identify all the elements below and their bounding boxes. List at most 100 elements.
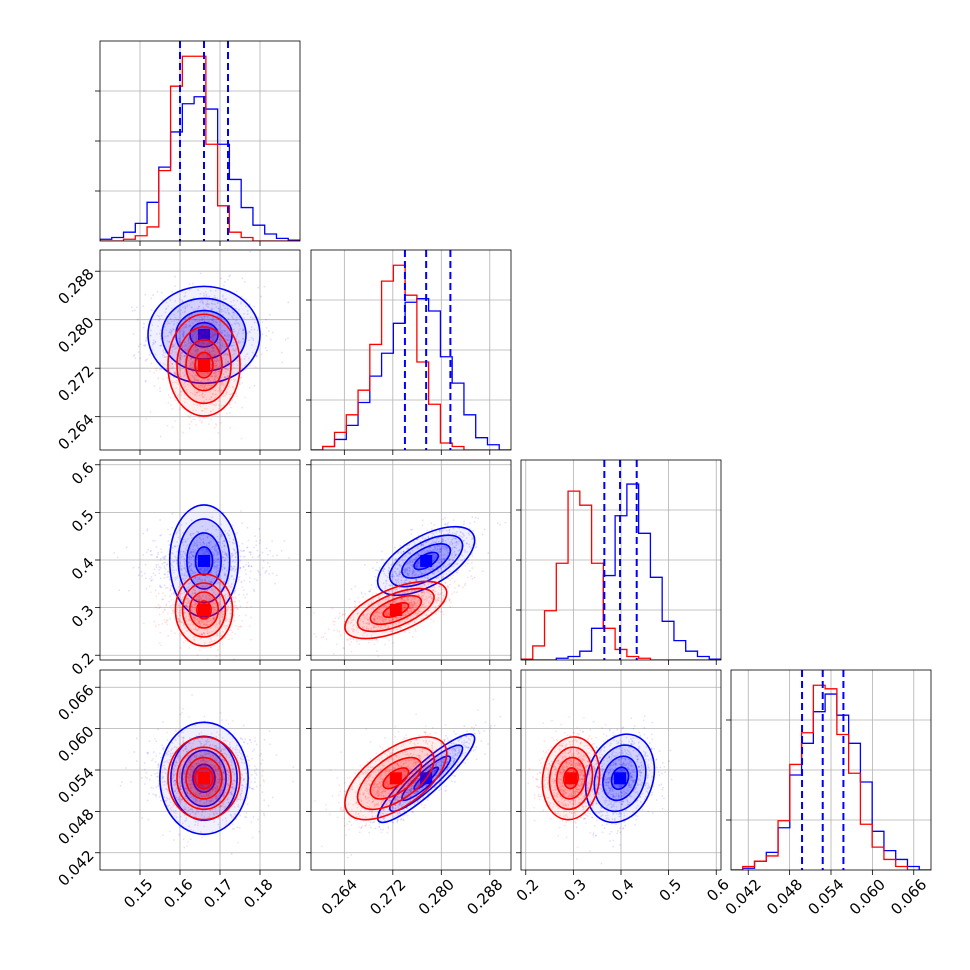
scatter-point [190,357,193,360]
scatter-point [199,537,201,540]
scatter-point [222,310,225,312]
scatter-point [191,360,194,363]
scatter-point [223,540,226,543]
scatter-point [184,577,187,580]
scatter-point [218,528,221,531]
scatter-point [219,620,222,623]
scatter-point [196,316,199,318]
scatter-point [224,330,226,333]
scatter-point [160,534,163,536]
scatter-point [200,585,203,588]
scatter-point [171,343,174,345]
scatter-point [205,548,208,551]
scatter-point [189,362,192,365]
scatter-point [203,633,206,636]
scatter-point [373,643,376,646]
scatter-point [228,313,231,316]
scatter-point [221,565,224,568]
scatter-point [227,354,230,357]
scatter-point [178,595,181,598]
scatter-point [400,626,403,629]
scatter-point [198,578,201,581]
scatter-point [264,346,267,349]
scatter-point [197,336,200,339]
scatter-point [194,609,197,612]
scatter-point [235,624,238,627]
scatter-point [248,625,251,628]
scatter-point [477,517,480,520]
scatter-point [190,358,192,361]
scatter-point [376,614,379,616]
scatter-point [203,543,206,545]
scatter-point [457,569,459,572]
scatter-point [266,553,269,556]
scatter-point [192,356,195,359]
scatter-point [190,605,193,608]
scatter-point [169,332,172,335]
scatter-point [215,568,218,571]
scatter-point [214,332,217,334]
scatter-point [246,526,249,529]
scatter-point [209,410,212,413]
scatter-point [167,401,170,404]
scatter-point [461,554,464,557]
scatter-point [233,570,236,572]
scatter-point [234,596,237,599]
scatter-point [186,623,189,626]
scatter-point [211,612,214,615]
scatter-point [135,306,138,309]
scatter-point [231,595,234,598]
density-peak-0 [198,554,210,567]
scatter-point [212,610,215,613]
scatter-point [228,533,230,536]
scatter-point [187,336,190,339]
scatter-point [441,537,444,540]
scatter-point [223,540,226,542]
scatter-point [184,355,187,358]
scatter-point [230,629,233,631]
scatter-point [238,579,241,581]
scatter-point [211,546,214,548]
scatter-point [220,583,223,586]
scatter-point [179,647,182,649]
scatter-point [356,640,358,643]
scatter-point [191,334,194,336]
scatter-point [188,303,191,306]
scatter-point [248,551,251,553]
scatter-point [404,600,407,603]
scatter-point [193,628,196,631]
scatter-point [218,576,221,579]
scatter-point [212,333,215,336]
scatter-point [369,612,372,615]
scatter-point [168,578,171,581]
scatter-point [455,547,458,550]
scatter-point [362,614,364,616]
scatter-point [434,547,437,549]
scatter-point [216,634,219,637]
scatter-point [379,625,382,628]
scatter-point [250,328,253,331]
scatter-point [435,540,438,542]
scatter-point [188,557,191,560]
scatter-point [438,540,440,543]
scatter-point [210,346,213,349]
scatter-point [159,344,161,347]
scatter-point [178,583,181,586]
scatter-point [388,584,391,587]
scatter-point [205,293,208,296]
scatter-point [163,565,166,568]
scatter-point [216,570,219,573]
scatter-point [237,322,240,325]
scatter-point [193,613,196,616]
scatter-point [206,372,209,375]
scatter-point [226,333,229,336]
scatter-point [442,575,444,578]
scatter-point [214,351,217,354]
scatter-point [163,561,165,564]
scatter-point [157,319,160,322]
scatter-point [201,525,204,528]
scatter-point [195,628,197,631]
scatter-point [204,624,207,627]
scatter-point [189,336,191,339]
scatter-point [227,360,230,363]
